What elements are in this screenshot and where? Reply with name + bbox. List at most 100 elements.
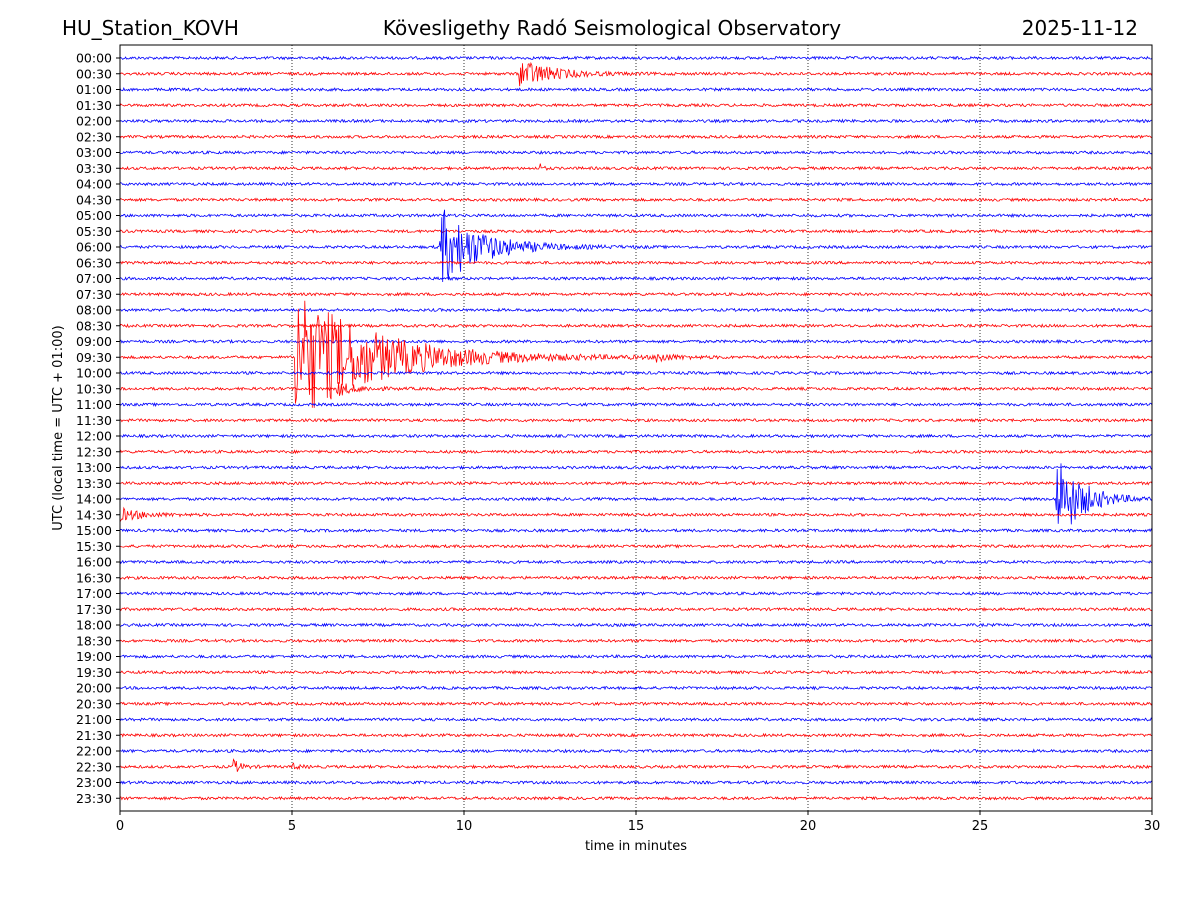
y-tick-label: 14:00 [76,492,112,507]
y-axis-label: UTC (local time = UTC + 01:00) [51,325,66,530]
y-tick-label: 22:00 [76,744,112,759]
y-tick-label: 12:30 [76,444,112,459]
y-tick-label: 00:00 [76,51,112,66]
y-tick-label: 13:30 [76,476,112,491]
seismic-trace [119,653,1153,660]
y-tick-label: 05:30 [76,224,112,239]
seismic-trace [119,480,1153,486]
seismic-trace [119,102,1153,108]
y-tick-label: 09:00 [76,334,112,349]
seismic-trace [119,118,1152,124]
y-tick-label: 00:30 [76,66,112,81]
x-tick-label: 15 [628,819,645,834]
y-tick-label: 10:00 [76,366,112,381]
seismic-trace [119,795,1153,801]
y-tick-label: 18:00 [76,618,112,633]
chart-title: Kövesligethy Radó Seismological Observat… [382,16,842,40]
seismic-trace [119,300,1153,408]
y-tick-label: 11:30 [76,413,112,428]
y-tick-label: 21:00 [76,712,112,727]
y-tick-label: 23:00 [76,775,112,790]
seismic-trace [119,528,1153,534]
seismic-trace [119,449,1153,455]
y-tick-label: 14:30 [76,507,112,522]
seismic-trace [119,291,1153,297]
seismic-trace [119,149,1153,155]
seismic-trace [119,685,1153,691]
seismic-trace [119,506,1153,523]
y-tick-label: 06:30 [76,255,112,270]
seismic-trace [119,433,1153,439]
seismic-trace [119,559,1153,565]
seismic-trace [119,87,1152,93]
seismic-trace [119,463,1153,525]
seismic-trace [119,732,1152,738]
y-tick-label: 11:00 [76,397,112,412]
y-tick-label: 23:30 [76,791,112,806]
y-tick-label: 08:30 [76,318,112,333]
traces [119,55,1153,801]
x-tick-label: 5 [288,819,296,834]
seismic-trace [119,669,1153,675]
seismic-trace [119,55,1153,61]
y-tick-label: 07:30 [76,287,112,302]
y-tick-label: 03:30 [76,161,112,176]
seismic-trace [120,758,1153,772]
seismic-trace [119,260,1153,266]
seismic-trace [119,382,1152,396]
y-tick-label: 04:30 [76,192,112,207]
y-tick-label: 18:30 [76,633,112,648]
y-tick-label: 08:00 [76,303,112,318]
y-tick-label: 01:30 [76,98,112,113]
x-tick-label: 20 [800,819,817,834]
seismic-trace [119,307,1153,313]
seismic-trace [119,134,1153,140]
station-label: HU_Station_KOVH [62,16,239,40]
seismic-trace [119,276,1153,282]
seismic-trace [119,370,1153,376]
y-tick-label: 01:00 [76,82,112,97]
y-tick-label: 19:00 [76,649,112,664]
seismic-trace [119,464,1153,471]
seismic-trace [119,717,1153,722]
x-tick-label: 0 [116,819,124,834]
seismic-trace [119,575,1153,581]
y-tick-label: 16:00 [76,555,112,570]
y-tick-label: 13:00 [76,460,112,475]
seismic-trace [119,181,1153,187]
y-tick-label: 07:00 [76,271,112,286]
seismic-trace [119,197,1153,203]
seismic-trace [119,543,1153,549]
seismic-trace [119,606,1153,612]
y-tick-label: 06:00 [76,240,112,255]
seismic-trace [119,228,1153,234]
y-tick-label: 09:30 [76,350,112,365]
y-tick-label: 05:00 [76,208,112,223]
y-tick-label: 12:00 [76,429,112,444]
seismic-trace [119,163,1152,171]
seismic-trace [119,209,1153,283]
x-tick-label: 25 [972,819,989,834]
y-tick-label: 20:00 [76,681,112,696]
y-tick-label: 21:30 [76,728,112,743]
x-tick-label: 30 [1144,819,1161,834]
y-tick-label: 22:30 [76,759,112,774]
seismic-trace [119,701,1153,707]
seismic-trace [119,638,1153,644]
seismic-trace [120,622,1153,628]
y-tick-label: 15:00 [76,523,112,538]
y-tick-label: 16:30 [76,570,112,585]
seismic-trace [119,779,1153,786]
y-tick-label: 03:00 [76,145,112,160]
x-tick-label: 10 [456,819,473,834]
seismic-trace [119,61,1153,87]
y-tick-label: 19:30 [76,665,112,680]
x-ticks: 0 5 10 15 20 25 30 [116,811,1160,834]
gridlines [291,45,981,811]
date-label: 2025-11-12 [1021,16,1138,40]
seismic-trace [119,590,1153,596]
seismic-trace [119,748,1153,754]
seismic-trace [119,323,1153,329]
y-ticks: 00:0000:3001:0001:3002:0002:3003:0003:30… [76,51,120,806]
